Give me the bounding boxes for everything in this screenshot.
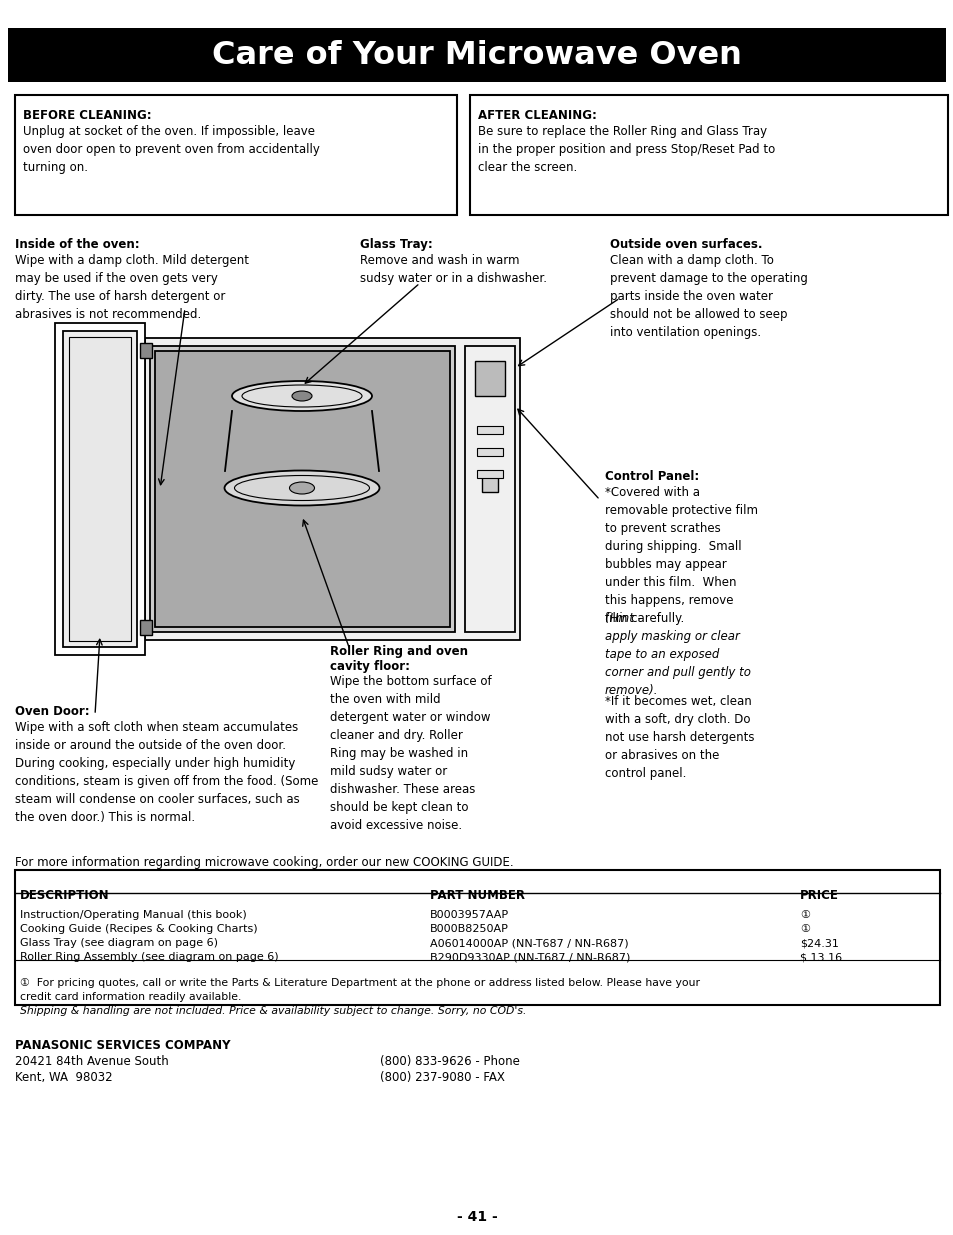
Text: *If it becomes wet, clean
with a soft, dry cloth. Do
not use harsh detergents
or: *If it becomes wet, clean with a soft, d…: [604, 695, 754, 781]
Bar: [475, 361, 504, 396]
Bar: [15, 95, 456, 215]
Text: B0003957AAP: B0003957AAP: [430, 910, 509, 920]
Text: A06014000AP (NN-T687 / NN-R687): A06014000AP (NN-T687 / NN-R687): [430, 939, 628, 948]
Text: Glass Tray:: Glass Tray:: [359, 238, 433, 251]
Text: For more information regarding microwave cooking, order our new COOKING GUIDE.: For more information regarding microwave…: [15, 856, 513, 869]
Text: *Covered with a
removable protective film
to prevent scrathes
during shipping.  : *Covered with a removable protective fil…: [604, 487, 758, 625]
Text: Be sure to replace the Roller Ring and Glass Tray
in the proper position and pre: Be sure to replace the Roller Ring and G…: [477, 125, 775, 174]
Text: Unplug at socket of the oven. If impossible, leave
oven door open to prevent ove: Unplug at socket of the oven. If impossi…: [23, 125, 319, 174]
Bar: [476, 471, 502, 478]
Text: Clean with a damp cloth. To
prevent damage to the operating
parts inside the ove: Clean with a damp cloth. To prevent dama…: [609, 254, 807, 338]
Ellipse shape: [224, 471, 379, 505]
Bar: [154, 351, 450, 627]
Text: Care of Your Microwave Oven: Care of Your Microwave Oven: [212, 40, 741, 70]
Text: ①: ①: [800, 924, 809, 934]
Text: Roller Ring Assembly (see diagram on page 6): Roller Ring Assembly (see diagram on pag…: [20, 952, 278, 962]
Text: BEFORE CLEANING:: BEFORE CLEANING:: [23, 109, 152, 122]
Text: ①  For pricing quotes, call or write the Parts & Literature Department at the ph: ① For pricing quotes, call or write the …: [20, 978, 700, 988]
Text: Inside of the oven:: Inside of the oven:: [15, 238, 139, 251]
Text: B000B8250AP: B000B8250AP: [430, 924, 508, 934]
Text: PANASONIC SERVICES COMPANY: PANASONIC SERVICES COMPANY: [15, 1039, 231, 1052]
Text: ①: ①: [800, 910, 809, 920]
Text: Outside oven surfaces.: Outside oven surfaces.: [609, 238, 761, 251]
Bar: [476, 448, 502, 456]
Bar: [15, 869, 939, 1005]
Ellipse shape: [289, 482, 314, 494]
Bar: [476, 426, 502, 433]
Text: $24.31: $24.31: [800, 939, 838, 948]
Text: Control Panel:: Control Panel:: [604, 471, 699, 483]
Text: PRICE: PRICE: [800, 889, 838, 902]
Text: Kent, WA  98032: Kent, WA 98032: [15, 1071, 112, 1084]
Text: Cooking Guide (Recipes & Cooking Charts): Cooking Guide (Recipes & Cooking Charts): [20, 924, 257, 934]
Text: (800) 833-9626 - Phone: (800) 833-9626 - Phone: [379, 1055, 519, 1068]
Bar: [69, 337, 131, 641]
Text: credit card information readily available.: credit card information readily availabl…: [20, 992, 241, 1002]
Bar: [140, 620, 152, 635]
Text: B290D9330AP (NN-T687 / NN-R687): B290D9330AP (NN-T687 / NN-R687): [430, 952, 630, 962]
Bar: [481, 475, 497, 492]
Text: AFTER CLEANING:: AFTER CLEANING:: [477, 109, 597, 122]
Ellipse shape: [232, 382, 372, 411]
Bar: [464, 346, 515, 632]
Bar: [150, 346, 455, 632]
Text: Roller Ring and oven
cavity floor:: Roller Ring and oven cavity floor:: [330, 645, 468, 673]
Ellipse shape: [292, 391, 312, 401]
Text: Glass Tray (see diagram on page 6): Glass Tray (see diagram on page 6): [20, 939, 218, 948]
Text: DESCRIPTION: DESCRIPTION: [20, 889, 110, 902]
Text: Wipe the bottom surface of
the oven with mild
detergent water or window
cleaner : Wipe the bottom surface of the oven with…: [330, 676, 491, 832]
Text: 20421 84th Avenue South: 20421 84th Avenue South: [15, 1055, 169, 1068]
Bar: [145, 338, 519, 640]
Text: Shipping & handling are not included. Price & availability subject to change. So: Shipping & handling are not included. Pr…: [20, 1007, 526, 1016]
Text: $ 13.16: $ 13.16: [800, 952, 841, 962]
Text: Remove and wash in warm
sudsy water or in a dishwasher.: Remove and wash in warm sudsy water or i…: [359, 254, 546, 285]
Bar: [55, 324, 145, 655]
Bar: [8, 28, 945, 82]
Text: Wipe with a soft cloth when steam accumulates
inside or around the outside of th: Wipe with a soft cloth when steam accumu…: [15, 721, 318, 824]
Text: Wipe with a damp cloth. Mild detergent
may be used if the oven gets very
dirty. : Wipe with a damp cloth. Mild detergent m…: [15, 254, 249, 321]
Text: (Hint -
apply masking or clear
tape to an exposed
corner and pull gently to
remo: (Hint - apply masking or clear tape to a…: [604, 613, 750, 697]
Text: (800) 237-9080 - FAX: (800) 237-9080 - FAX: [379, 1071, 504, 1084]
Text: Instruction/Operating Manual (this book): Instruction/Operating Manual (this book): [20, 910, 247, 920]
Text: - 41 -: - 41 -: [456, 1210, 497, 1224]
Bar: [63, 331, 137, 647]
Bar: [140, 343, 152, 358]
Text: Oven Door:: Oven Door:: [15, 705, 90, 718]
Bar: [470, 95, 947, 215]
Text: PART NUMBER: PART NUMBER: [430, 889, 524, 902]
